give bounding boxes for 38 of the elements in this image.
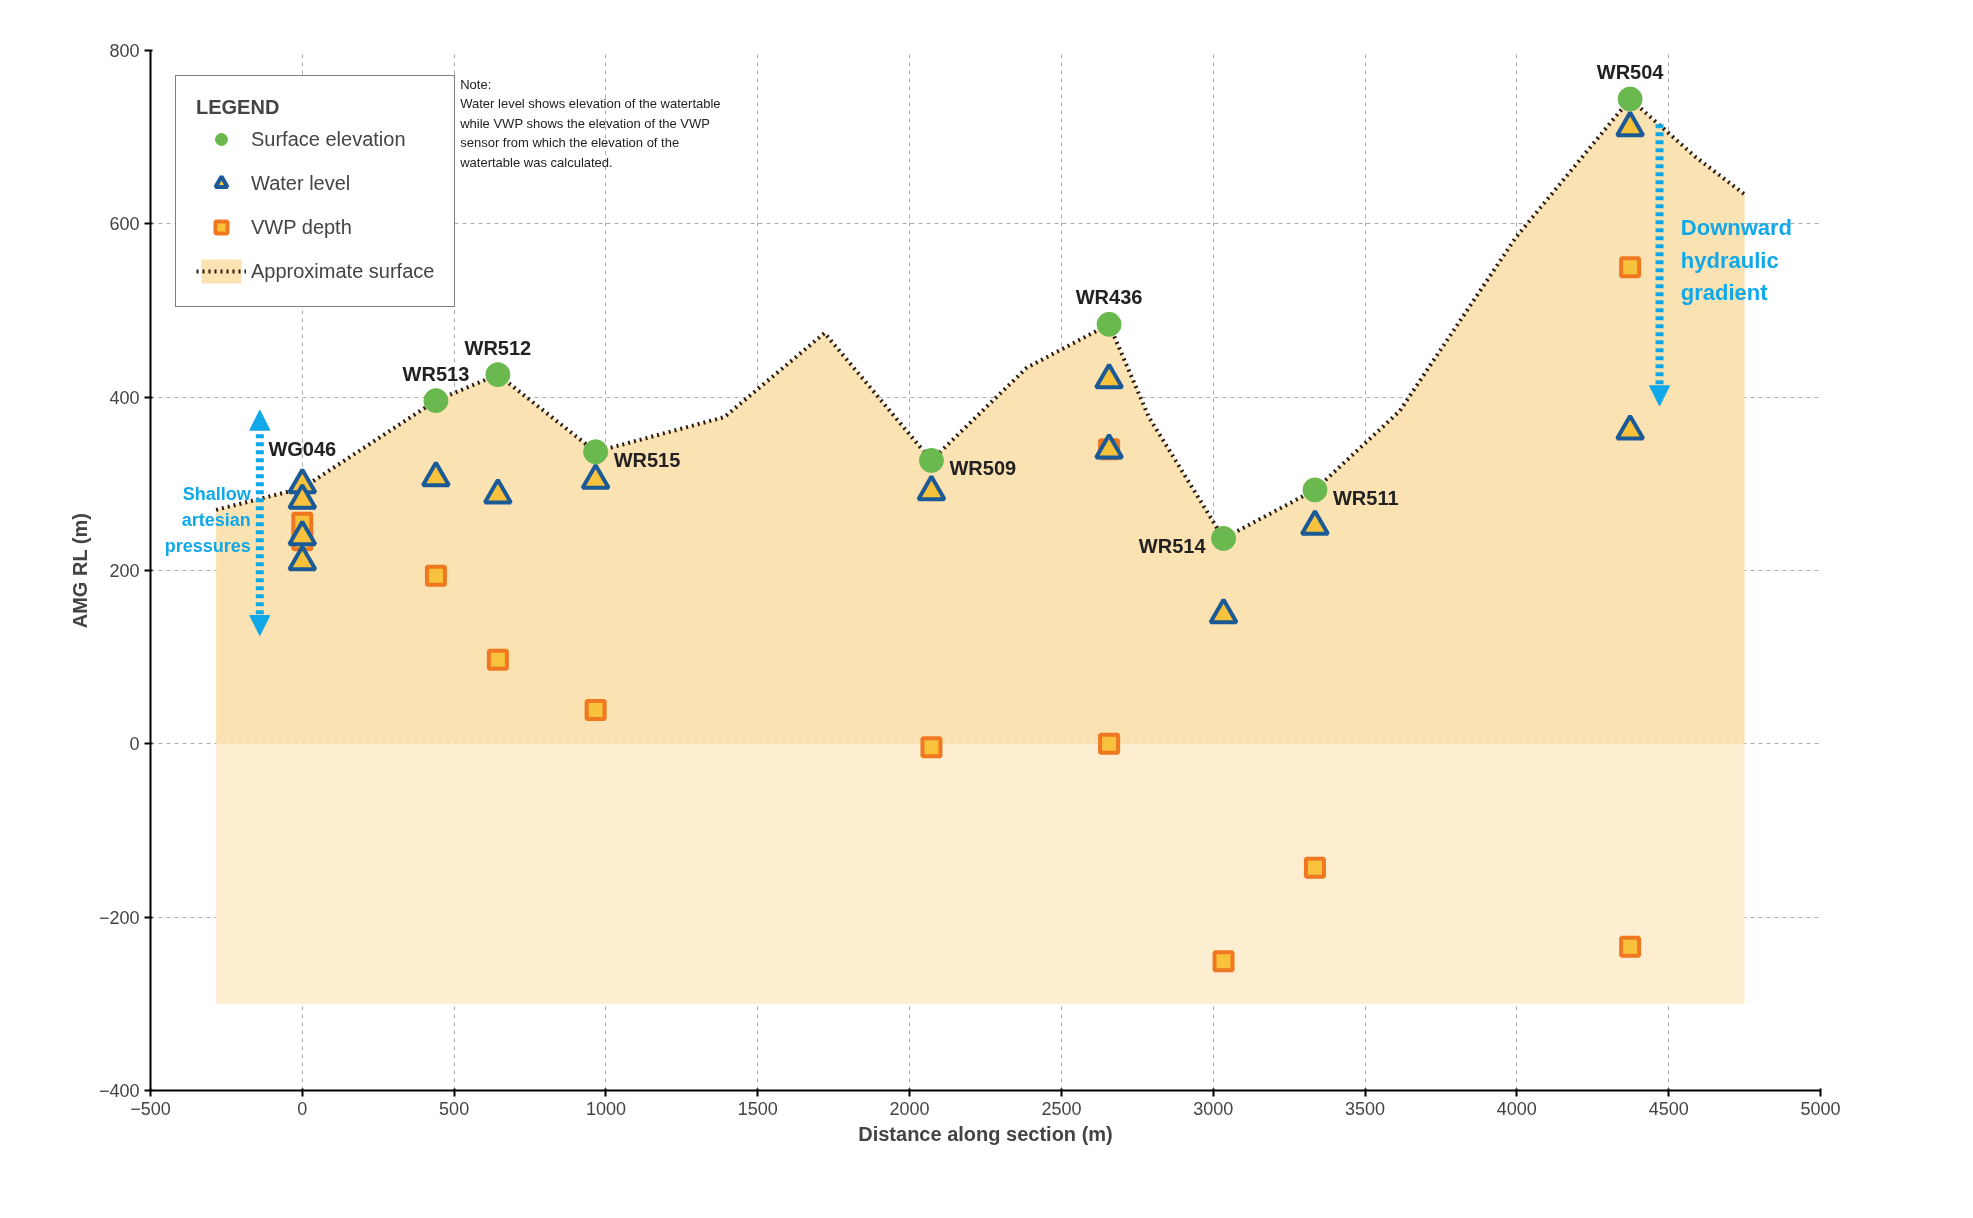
- annotation: WR436: [1075, 286, 1143, 309]
- y-axis-title: AMG RL (m): [68, 513, 91, 629]
- annotation: WR511: [1332, 486, 1399, 509]
- annotation: Downward hydraulic gradient: [1680, 215, 1793, 306]
- y-tick-label: 0: [129, 734, 140, 755]
- annotation: WR504: [1596, 61, 1665, 84]
- x-tick-label: 1000: [585, 1098, 626, 1119]
- y-tick-label: −400: [98, 1081, 140, 1101]
- x-tick-label: 2500: [1041, 1098, 1082, 1119]
- legend-title: LEGEND: [196, 96, 281, 119]
- annotation: WR515: [613, 448, 681, 471]
- y-tick-label: 800: [109, 41, 140, 61]
- legend-label: Water level: [251, 171, 351, 195]
- x-axis-title: Distance along section (m): [858, 1122, 1113, 1145]
- annotation: WR509: [949, 457, 1017, 480]
- y-tick-label: 200: [109, 561, 140, 581]
- annotation: Shallow artesian pressures: [164, 483, 252, 556]
- annotation: WR514: [1138, 535, 1207, 558]
- x-tick-label: 1500: [737, 1098, 778, 1119]
- y-tick-label: 600: [109, 214, 140, 235]
- annotation: WR513: [402, 362, 470, 385]
- x-tick-label: 4500: [1648, 1098, 1689, 1119]
- y-tick-label: 400: [109, 387, 140, 408]
- x-tick-label: 4000: [1496, 1098, 1537, 1119]
- x-tick-label: 0: [297, 1098, 308, 1119]
- annotation: Note: Water level shows elevation of the watertable while VWP shows the elevation of the VWP sensor from which the elevation of the watertable was calculated.: [459, 76, 721, 170]
- x-tick-label: 3000: [1193, 1098, 1234, 1119]
- x-tick-label: 5000: [1800, 1098, 1841, 1119]
- annotation: WR512: [464, 336, 532, 359]
- x-tick-label: 2000: [889, 1098, 930, 1119]
- x-tick-label: −500: [130, 1098, 171, 1119]
- legend-label: VWP depth: [251, 215, 352, 239]
- annotation: WG046: [268, 438, 337, 461]
- x-tick-label: 500: [439, 1098, 470, 1119]
- y-tick-label: −200: [98, 907, 140, 928]
- legend-label: Approximate surface: [251, 259, 435, 283]
- legend-label: Surface elevation: [251, 127, 406, 151]
- x-tick-label: 3500: [1345, 1098, 1386, 1119]
